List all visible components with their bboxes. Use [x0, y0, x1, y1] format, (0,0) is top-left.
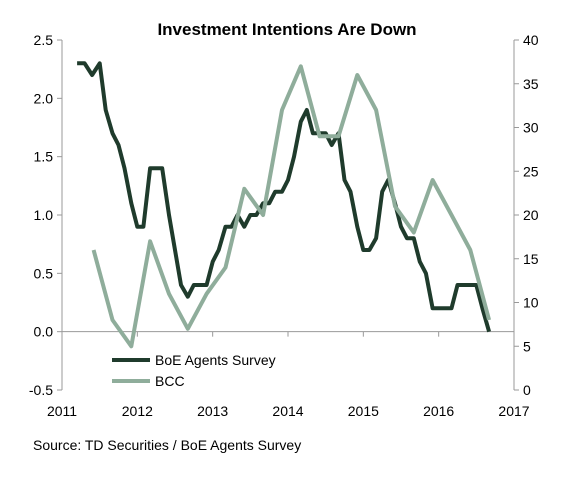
legend-label-bcc: BCC [155, 373, 185, 389]
source-note: Source: TD Securities / BoE Agents Surve… [33, 437, 301, 453]
x-tick-label: 2013 [197, 403, 228, 419]
x-tick-label: 2012 [122, 403, 153, 419]
y-right-tick-label: 10 [523, 295, 539, 311]
legend-label-boe-agents-survey: BoE Agents Survey [155, 352, 276, 368]
y-right-tick-label: 30 [523, 120, 539, 136]
x-tick-label: 2014 [272, 403, 303, 419]
y-right-tick-label: 5 [523, 338, 531, 354]
series-line-bcc [91, 64, 492, 349]
x-tick-label: 2017 [498, 403, 529, 419]
y-right-tick-label: 40 [523, 32, 539, 48]
legend: BoE Agents Survey BCC [112, 352, 276, 389]
x-tick-label: 2016 [423, 403, 454, 419]
y-left-tick-label: -0.5 [29, 382, 53, 398]
y-right-tick-label: 0 [523, 382, 531, 398]
y-right-tick-label: 20 [523, 207, 539, 223]
x-tick-label: 2011 [47, 403, 77, 419]
y-left-tick-label: 0.5 [34, 265, 54, 281]
x-tick-label: 2015 [348, 403, 379, 419]
y-left-tick-label: 0.0 [34, 324, 54, 340]
y-right-tick-label: 15 [523, 251, 539, 267]
y-left-tick-label: 2.5 [34, 32, 54, 48]
axes: -0.5 0.0 0.5 1.0 1.5 2.0 2.5 0 5 10 15 20 25 30 35 40 20… [29, 32, 539, 419]
series-line-boe-agents-survey [77, 61, 492, 333]
chart-title: Investment Intentions Are Down [157, 20, 416, 39]
y-left-tick-label: 1.5 [34, 149, 54, 165]
y-left-tick-label: 1.0 [34, 207, 54, 223]
y-right-tick-label: 35 [523, 76, 539, 92]
y-right-tick-label: 25 [523, 163, 539, 179]
series-lines [77, 61, 492, 349]
y-left-tick-label: 2.0 [34, 90, 54, 106]
